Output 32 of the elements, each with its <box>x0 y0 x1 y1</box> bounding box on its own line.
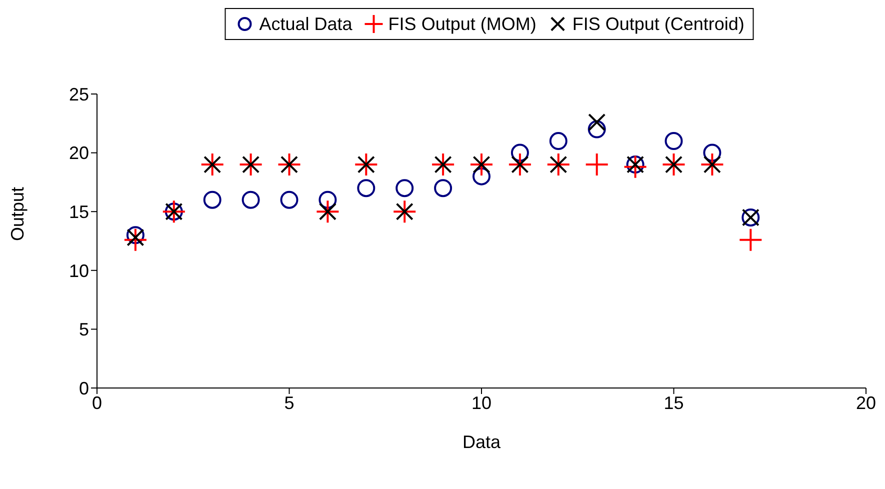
x-tick-label: 20 <box>856 392 876 413</box>
point <box>549 132 568 150</box>
x-axis-title: Data <box>462 432 502 452</box>
point <box>588 120 606 138</box>
point <box>203 190 222 209</box>
x-tick-label: 10 <box>471 392 492 413</box>
point <box>434 179 452 198</box>
x-tick-label: 0 <box>92 392 102 413</box>
legend-label: FIS Output (MOM) <box>388 14 536 34</box>
legend-label: Actual Data <box>259 14 352 34</box>
point <box>510 144 529 162</box>
point <box>396 179 414 198</box>
y-tick-label: 25 <box>68 84 89 104</box>
point <box>664 132 683 150</box>
y-tick-label: 10 <box>68 260 89 281</box>
point <box>472 167 490 186</box>
x-tick-label: 15 <box>664 392 684 413</box>
y-tick-label: 0 <box>78 378 89 398</box>
point <box>588 114 606 131</box>
point <box>740 228 762 251</box>
point <box>703 144 722 162</box>
point <box>280 190 298 209</box>
y-tick-label: 5 <box>78 320 89 340</box>
point <box>242 190 260 209</box>
y-tick-label: 15 <box>68 202 89 222</box>
x-tick-label: 5 <box>284 392 294 413</box>
point <box>318 190 337 209</box>
y-tick-label: 20 <box>68 143 89 164</box>
point <box>586 154 608 176</box>
legend-label: FIS Output (Centroid) <box>572 14 744 34</box>
point <box>357 179 376 198</box>
y-axis-title: Output <box>7 186 28 241</box>
